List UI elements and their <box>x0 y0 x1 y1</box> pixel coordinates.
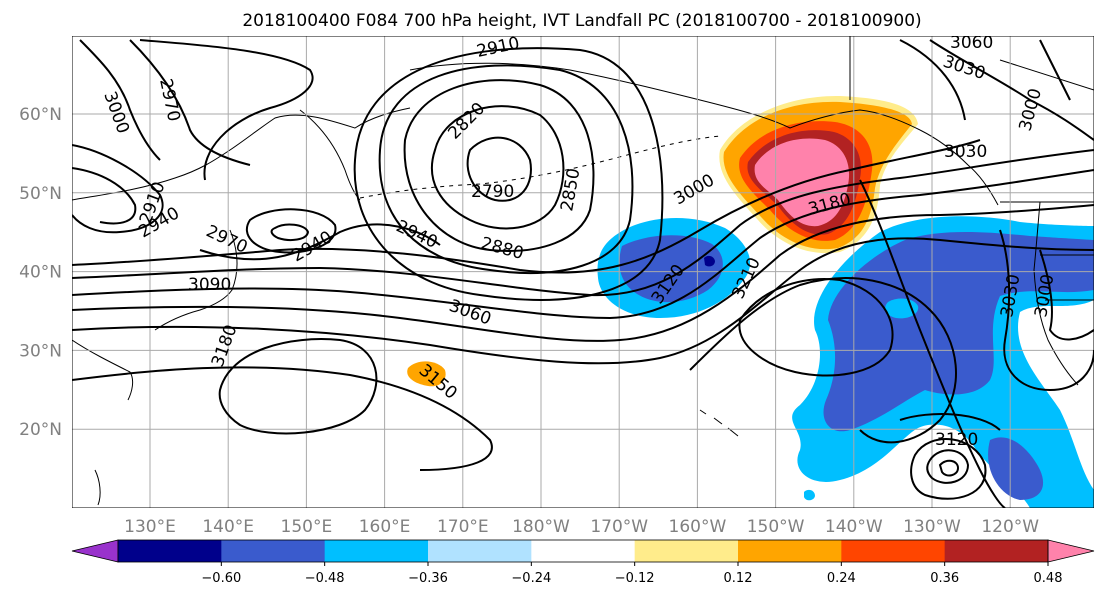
lat-tick-label: 20°N <box>19 420 62 440</box>
contour-trough-east <box>999 229 1094 392</box>
colorbar-tick-label: 0.24 <box>827 571 856 586</box>
china-coast <box>72 339 134 401</box>
kamchatka-coast <box>299 109 361 201</box>
contour-2850 <box>403 79 595 252</box>
colorbar-cell <box>221 540 326 562</box>
alaska-coast <box>409 62 921 131</box>
map-panel: 3000 2970 2910 3060 3030 3000 2820 3030 … <box>72 33 1094 508</box>
asia-coast <box>72 107 411 201</box>
figure-title: 2018100400 F084 700 hPa height, IVT Land… <box>242 11 921 31</box>
lat-tick-label: 40°N <box>19 263 62 283</box>
lat-lon-grid <box>72 36 1094 508</box>
japan-coast <box>154 229 238 331</box>
colorbar-tick-label: −0.12 <box>615 571 655 586</box>
colorbar-cell <box>428 540 532 562</box>
ivt-neg-small <box>804 489 815 501</box>
lon-tick-label: 170°E <box>437 517 489 537</box>
contour-3030-ne <box>929 39 1094 141</box>
contour-2880 <box>378 64 634 274</box>
contour-2790-center <box>466 136 532 202</box>
latitude-labels: 60°N 50°N 40°N 30°N 20°N <box>19 105 62 440</box>
lon-tick-label: 140°W <box>825 517 883 537</box>
lon-tick-label: 170°W <box>590 517 648 537</box>
colorbar-max-arrow <box>1047 539 1095 563</box>
contour-label: 3030 <box>944 142 987 162</box>
contour-3000-nw <box>79 39 161 161</box>
colorbar-min-arrow <box>71 539 119 563</box>
lon-tick-label: 130°W <box>903 517 961 537</box>
longitude-labels: 130°E 140°E 150°E 160°E 170°E 180°W 170°W 160°W… <box>124 517 1039 537</box>
contour-low-west <box>72 144 164 234</box>
lon-tick-label: 160°E <box>359 517 411 537</box>
contour-ridge-east <box>859 179 1006 508</box>
contour-2910-ring <box>139 39 314 181</box>
ivt-neg-mid-east <box>823 232 1094 432</box>
colorbar-tick-label: −0.36 <box>408 571 448 586</box>
contour-2970-nw <box>129 39 251 166</box>
us-west-coast <box>1033 201 1079 386</box>
lon-tick-label: 160°W <box>669 517 727 537</box>
contour-low-sw <box>926 449 970 484</box>
colorbar-tick-label: −0.24 <box>511 571 551 586</box>
colorbar-cell <box>944 540 1049 562</box>
colorbar-cell <box>324 540 429 562</box>
contour-2820 <box>430 105 565 230</box>
contour-3000-ne <box>1039 39 1071 101</box>
contour-3030-zonal <box>72 169 1094 320</box>
contour-trough-east-2 <box>1039 249 1094 341</box>
colorbar-tick-label: −0.48 <box>305 571 345 586</box>
colorbar: −0.60 −0.48 −0.36 −0.24 −0.12 0.12 0.24 0.36 0.4… <box>71 539 1095 586</box>
colorbar-tick-label: 0.12 <box>724 571 753 586</box>
contour-label: 3060 <box>950 33 993 53</box>
philippines <box>94 469 101 506</box>
contour-3120-south <box>899 413 1001 431</box>
contour-small-low <box>270 223 310 241</box>
lon-tick-label: 120°W <box>981 517 1039 537</box>
colorbar-tick-label: −0.60 <box>201 571 241 586</box>
contour-label: 2790 <box>471 182 514 202</box>
colorbar-cell <box>531 540 636 562</box>
ivt-neg-dark-spot <box>704 255 715 267</box>
lon-tick-label: 180°W <box>512 517 570 537</box>
contour-3180-south <box>72 366 493 471</box>
colorbar-cell <box>738 540 842 562</box>
contour-3120-east <box>689 277 957 444</box>
contour-low-sw-2 <box>938 459 960 477</box>
colorbar-frame <box>117 539 1049 563</box>
contour-3210-east <box>738 278 894 377</box>
lon-tick-label: 150°E <box>281 517 333 537</box>
lon-tick-label: 140°E <box>202 517 254 537</box>
contour-3150-high <box>218 338 378 435</box>
colorbar-tick-label: 0.36 <box>930 571 959 586</box>
contour-3060-zonal <box>72 204 1094 342</box>
contour-small-low-2 <box>245 208 337 254</box>
contour-label: 3090 <box>188 275 231 295</box>
contour-3090-zonal <box>72 237 1094 365</box>
colorbar-cell <box>118 540 222 562</box>
lon-tick-label: 150°W <box>747 517 805 537</box>
aleutians <box>359 135 721 199</box>
contour-3000-zonal <box>72 149 1094 297</box>
lat-tick-label: 50°N <box>19 184 62 204</box>
contour-low-sw-3 <box>910 438 987 500</box>
contour-label: 3120 <box>935 430 978 450</box>
ivt-negative-shading <box>597 216 1094 508</box>
coastlines <box>72 36 1094 506</box>
bc-coast <box>919 129 999 206</box>
lon-tick-label: 130°E <box>124 517 176 537</box>
lat-tick-label: 30°N <box>19 341 62 361</box>
height-contours <box>72 39 1094 508</box>
contour-2940-west <box>199 223 441 261</box>
colorbar-cell <box>634 540 739 562</box>
ivt-pos-orange-blob <box>407 361 446 387</box>
colorbar-tick-label: 0.48 <box>1034 571 1063 586</box>
ivt-neg-light-southeast <box>988 437 1044 500</box>
lat-tick-label: 60°N <box>19 105 62 125</box>
contour-3060-ne <box>899 39 966 121</box>
state-borders <box>849 36 1094 301</box>
contour-low-west-2 <box>72 167 137 225</box>
contour-2970-zonal <box>72 139 981 274</box>
colorbar-cell <box>841 540 946 562</box>
